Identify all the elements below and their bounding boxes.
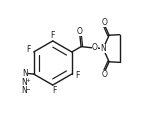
- Text: +: +: [26, 78, 30, 83]
- Text: N: N: [100, 44, 106, 53]
- Text: O: O: [102, 18, 107, 27]
- Text: O: O: [77, 27, 83, 36]
- Text: −: −: [25, 86, 30, 91]
- Text: N: N: [21, 78, 27, 87]
- Text: N: N: [21, 86, 27, 95]
- Text: F: F: [51, 30, 55, 40]
- Text: O: O: [92, 43, 98, 52]
- Text: O: O: [102, 70, 107, 79]
- Text: F: F: [26, 45, 30, 54]
- Text: F: F: [75, 71, 80, 80]
- Text: N: N: [22, 69, 28, 78]
- Text: F: F: [52, 86, 56, 96]
